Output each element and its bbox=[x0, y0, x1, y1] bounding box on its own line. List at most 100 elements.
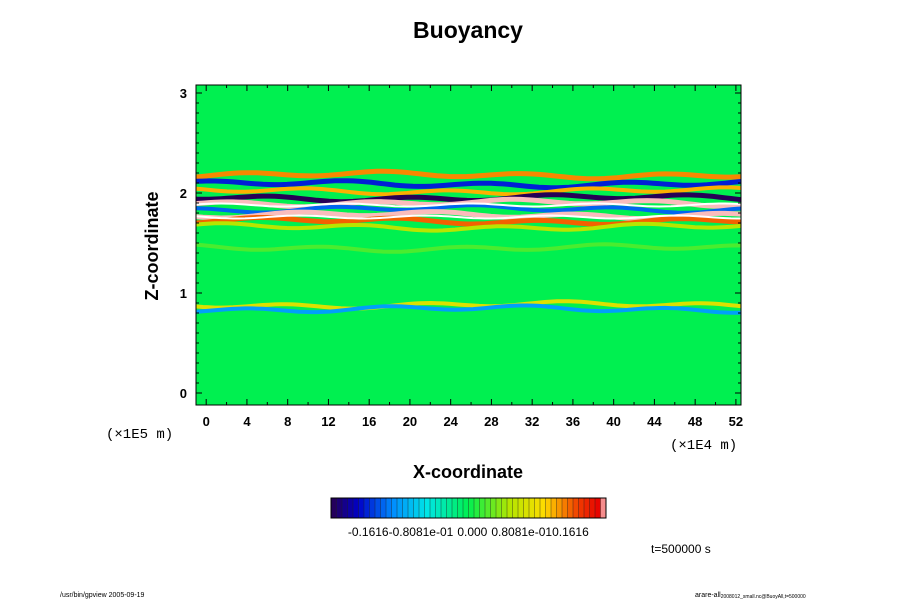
colorbar-segment bbox=[446, 498, 453, 518]
x-tick-label: 48 bbox=[688, 414, 702, 429]
y-tick-label: 1 bbox=[180, 286, 187, 301]
colorbar-segment bbox=[600, 498, 607, 518]
y-axis-unit: (×1E5 m) bbox=[106, 427, 173, 443]
x-tick-label: 52 bbox=[729, 414, 743, 429]
colorbar-segment bbox=[375, 498, 381, 518]
x-tick-label: 24 bbox=[443, 414, 458, 429]
colorbar-segment bbox=[474, 498, 480, 518]
colorbar-segment bbox=[331, 498, 337, 518]
y-tick-label: 0 bbox=[180, 386, 187, 401]
x-tick-label: 36 bbox=[566, 414, 580, 429]
saturated-streak bbox=[196, 202, 741, 208]
colorbar-segment bbox=[380, 498, 387, 518]
colorbar-segment bbox=[457, 498, 464, 518]
colorbar-segment bbox=[430, 498, 436, 518]
saturated-streak bbox=[196, 214, 741, 220]
x-tick-label: 20 bbox=[403, 414, 417, 429]
colorbar-segment bbox=[424, 498, 431, 518]
colorbar-segment bbox=[490, 498, 497, 518]
time-label: t=500000 s bbox=[651, 542, 711, 556]
colorbar-segment bbox=[468, 498, 475, 518]
footer-left: /usr/bin/gpview 2005-09-19 bbox=[60, 592, 145, 599]
colorbar-tick-label: 0.1616 bbox=[552, 525, 589, 539]
colorbar-segment bbox=[545, 498, 552, 518]
colorbar-segment bbox=[496, 498, 502, 518]
colorbar-segment bbox=[369, 498, 376, 518]
colorbar-tick-label: -0.8081e-01 bbox=[389, 525, 454, 539]
colorbar-segment bbox=[512, 498, 519, 518]
x-axis-label: X-coordinate bbox=[413, 462, 523, 482]
colorbar-segment bbox=[353, 498, 359, 518]
footer-right-main: arare-all bbox=[695, 592, 721, 599]
y-tick-label: 3 bbox=[180, 86, 187, 101]
buoyancy-band bbox=[196, 178, 741, 191]
colorbar-tick-label: -0.1616 bbox=[348, 525, 389, 539]
colorbar-tick-labels: -0.1616-0.8081e-01 0.000 0.8081e-010.1616 bbox=[348, 525, 589, 539]
y-tick-label: 2 bbox=[180, 186, 187, 201]
buoyancy-band bbox=[196, 215, 741, 227]
buoyancy-band bbox=[196, 299, 741, 311]
colorbar-segment bbox=[501, 498, 508, 518]
colorbar-segment bbox=[391, 498, 398, 518]
x-axis-unit: (×1E4 m) bbox=[670, 438, 737, 454]
colorbar-segment bbox=[589, 498, 596, 518]
plot-frame bbox=[195, 84, 742, 406]
y-axis-label: Z-coordinate bbox=[142, 191, 162, 300]
y-axis: 0 1 2 3 bbox=[180, 86, 741, 401]
x-tick-label: 32 bbox=[525, 414, 539, 429]
colorbar-segment bbox=[485, 498, 491, 518]
colorbar-segment bbox=[347, 498, 354, 518]
colorbar-segment bbox=[523, 498, 530, 518]
x-tick-label: 8 bbox=[284, 414, 291, 429]
colorbar-segment bbox=[452, 498, 458, 518]
colorbar-segment bbox=[479, 498, 486, 518]
colorbar-segment bbox=[397, 498, 403, 518]
x-tick-label: 40 bbox=[606, 414, 620, 429]
colorbar-segment bbox=[595, 498, 601, 518]
x-tick-label: 28 bbox=[484, 414, 498, 429]
colorbar-segment bbox=[573, 498, 579, 518]
colorbar-segment bbox=[584, 498, 590, 518]
colorbar-segment bbox=[567, 498, 574, 518]
colorbar-segment bbox=[507, 498, 513, 518]
colorbar-segment bbox=[529, 498, 535, 518]
chart-title: Buoyancy bbox=[413, 17, 523, 43]
colorbar-segment bbox=[534, 498, 541, 518]
buoyancy-band bbox=[196, 303, 741, 315]
x-axis: 0 4 8 12 16 20 24 28 32 36 40 44 48 52 bbox=[203, 85, 743, 429]
colorbar-tick-label: 0.000 bbox=[457, 525, 487, 539]
x-tick-label: 44 bbox=[647, 414, 662, 429]
colorbar-segment bbox=[540, 498, 546, 518]
colorbar-segment bbox=[518, 498, 524, 518]
plot-area bbox=[195, 84, 742, 406]
colorbar-segment bbox=[358, 498, 365, 518]
colorbar-segment bbox=[386, 498, 392, 518]
buoyancy-band bbox=[196, 242, 741, 254]
buoyancy-band bbox=[196, 192, 741, 205]
colorbar-segment bbox=[408, 498, 414, 518]
colorbar-segment bbox=[402, 498, 409, 518]
colorbar-frame bbox=[330, 497, 607, 519]
colorbar-segment bbox=[578, 498, 585, 518]
buoyancy-band bbox=[196, 168, 741, 182]
footer-right-sub: 2008012_small.nc@BuoyAll,t=500000 bbox=[721, 594, 806, 600]
colorbar-segment bbox=[441, 498, 447, 518]
colorbar-segment bbox=[413, 498, 420, 518]
buoyancy-layers bbox=[196, 168, 741, 315]
colorbar-segment bbox=[336, 498, 343, 518]
colorbar-segment bbox=[419, 498, 425, 518]
buoyancy-band bbox=[196, 185, 741, 197]
colorbar-segment bbox=[364, 498, 370, 518]
x-tick-label: 0 bbox=[203, 414, 210, 429]
colorbar-segment bbox=[556, 498, 563, 518]
colorbar-tick-label: 0.8081e-01 bbox=[491, 525, 552, 539]
footer-right: arare-all2008012_small.nc@BuoyAll,t=5000… bbox=[695, 592, 806, 600]
colorbar-segment bbox=[562, 498, 568, 518]
colorbar: -0.1616-0.8081e-01 0.000 0.8081e-010.1616 bbox=[330, 497, 607, 539]
colorbar-segment bbox=[342, 498, 348, 518]
colorbar-segment bbox=[551, 498, 557, 518]
colorbar-segment bbox=[463, 498, 469, 518]
buoyancy-band bbox=[196, 221, 741, 233]
x-tick-label: 12 bbox=[321, 414, 335, 429]
